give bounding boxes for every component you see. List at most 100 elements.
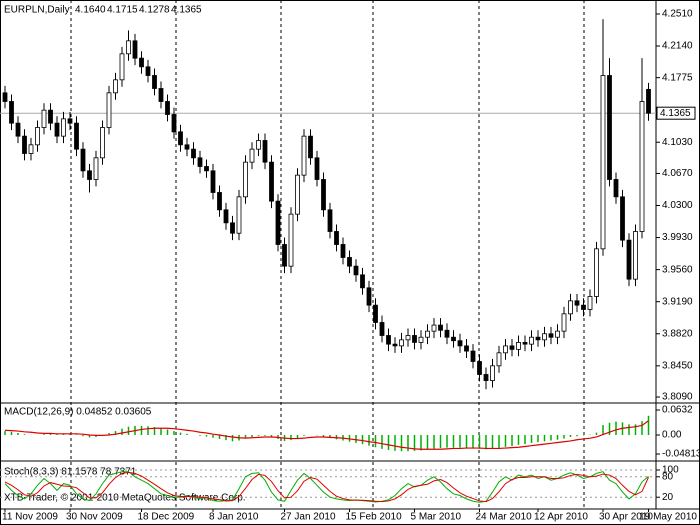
candle-body (145, 66, 151, 76)
header-value: 4.1715 (107, 5, 138, 16)
last-price-box (656, 106, 696, 120)
candle-body (522, 342, 528, 345)
candle-body (581, 304, 586, 310)
candle-body (165, 101, 170, 115)
y-tick-label: 3.9190 (662, 296, 693, 307)
y-tick-label: 4.1775 (662, 72, 693, 83)
candle-body (334, 231, 339, 245)
candle-body (152, 75, 157, 89)
x-tick-label: 27 Jan 2010 (281, 512, 336, 523)
candle-body (230, 222, 235, 234)
signal-line (4, 420, 649, 450)
candle-body (516, 342, 521, 350)
y-tick-label: 4.1030 (662, 137, 693, 148)
candle-body (340, 244, 346, 258)
y-tick-label: 0.00 (662, 430, 682, 441)
x-tick-label: 15 Feb 2010 (346, 512, 403, 523)
candle-body (574, 300, 580, 306)
candle-body (87, 170, 92, 180)
candle-body (139, 57, 144, 68)
candle-body (347, 257, 352, 267)
candle-body (243, 161, 248, 198)
candle-body (555, 330, 560, 338)
y-tick-label: 100 (662, 465, 679, 476)
stoch-line (4, 471, 649, 503)
candle-body (321, 179, 326, 211)
candle-body (568, 300, 573, 315)
candle-body (412, 335, 417, 343)
y-tick-label: 3.9560 (662, 264, 693, 275)
candle-body (490, 365, 495, 381)
candle-body (308, 135, 313, 159)
candle-body (28, 144, 34, 154)
candle-body (269, 161, 274, 202)
candle-body (438, 324, 443, 331)
x-tick-label: 24 Mar 2010 (476, 512, 533, 523)
y-tick-label: 3.8820 (662, 328, 693, 339)
candle-body (509, 345, 515, 350)
candle-body (646, 88, 651, 114)
candle-body (262, 140, 268, 163)
symbol-title: EURPLN,Daily (4, 5, 70, 16)
candle-body (600, 75, 606, 250)
candle-body (2, 92, 8, 102)
candle-body (483, 374, 489, 381)
candle-body (184, 144, 190, 150)
candle-body (256, 140, 261, 150)
candle-body (197, 157, 203, 167)
candle-body (275, 200, 281, 245)
candle-body (217, 192, 222, 211)
candle-body (158, 88, 164, 102)
candle-body (594, 248, 599, 297)
x-tick-label: 19 May 2010 (639, 512, 697, 523)
last-price-label: 4.1365 (660, 108, 691, 119)
copyright: XTB-Trader, © 2001-2010 MetaQuotes Softw… (4, 493, 246, 504)
y-tick-label: 80 (662, 471, 674, 482)
y-tick-label: 3.8090 (662, 392, 693, 403)
candle-body (542, 333, 547, 341)
candle-body (470, 350, 476, 362)
y-tick-label: 20 (662, 492, 674, 503)
header-value: 4.1365 (171, 5, 202, 16)
candle-body (620, 196, 625, 241)
y-tick-label: 4.0670 (662, 168, 693, 179)
y-tick-label: 4.0300 (662, 200, 693, 211)
candle-body (399, 339, 404, 347)
candle-body (314, 157, 320, 180)
candle-body (373, 304, 378, 323)
x-tick-label: 5 Mar 2010 (411, 512, 462, 523)
candle-body (431, 324, 437, 332)
candle-body (444, 329, 450, 338)
candle-body (425, 330, 430, 338)
stoch-title: Stoch(8,3,3) 81.1578 78.7371 (4, 467, 137, 478)
x-tick-label: 30 Apr 2010 (599, 512, 653, 523)
header-value: 4.1278 (139, 5, 170, 16)
candle-body (535, 336, 541, 341)
candle-body (106, 92, 112, 128)
candle-body (80, 148, 86, 172)
candle-body (457, 340, 463, 347)
candle-body (561, 313, 567, 332)
candle-body (639, 101, 645, 232)
candle-body (204, 166, 209, 172)
candle-body (451, 336, 456, 342)
candle-body (132, 40, 138, 59)
x-tick-label: 18 Dec 2009 (138, 512, 195, 523)
candle-body (126, 40, 131, 55)
candle-body (405, 335, 411, 341)
candle-body (48, 109, 53, 124)
y-tick-label: 3.8450 (662, 360, 693, 371)
macd-title: MACD(12,26,9) 0.04852 0.03605 (4, 407, 152, 418)
candle-body (171, 114, 177, 133)
x-tick-label: 11 Nov 2009 (2, 512, 58, 523)
candle-body (548, 333, 554, 338)
candle-body (113, 79, 118, 94)
vertical-grid (70, 0, 585, 509)
y-tick-label: -0.04813 (662, 449, 700, 460)
candle-body (100, 127, 105, 159)
candle-body (191, 148, 196, 159)
candle-body (236, 196, 242, 234)
candle-body (210, 170, 216, 193)
